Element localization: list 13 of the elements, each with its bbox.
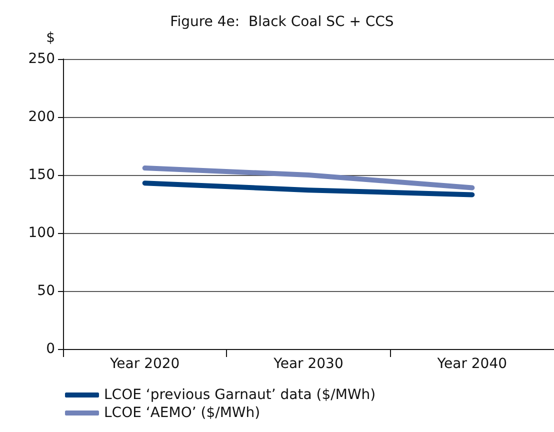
y-axis-title: $ [46, 30, 55, 46]
y-tick-label: 200 [28, 109, 55, 125]
x-tick-label: Year 2020 [108, 356, 180, 372]
y-tick-label: 0 [46, 341, 55, 357]
y-tick-label: 50 [37, 283, 55, 299]
y-tick-label: 150 [28, 167, 55, 183]
x-tick-label: Year 2040 [436, 356, 508, 372]
y-tick-label: 100 [28, 225, 55, 241]
legend-label: LCOE ‘previous Garnaut’ data ($/MWh) [104, 387, 376, 403]
legend-label: LCOE ‘AEMO’ ($/MWh) [104, 405, 260, 421]
chart-title: Figure 4e: Black Coal SC + CCS [170, 14, 394, 30]
x-tick-label: Year 2030 [272, 356, 344, 372]
y-tick-label: 250 [28, 51, 55, 67]
